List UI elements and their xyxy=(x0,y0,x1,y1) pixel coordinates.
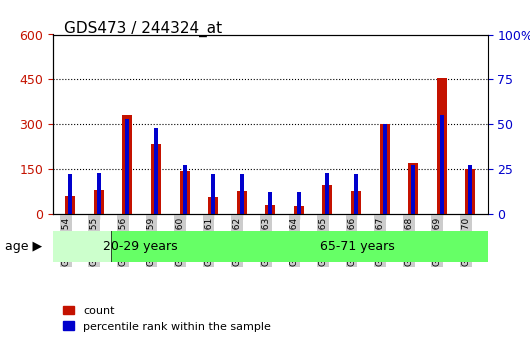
Bar xyxy=(208,197,218,214)
Bar xyxy=(379,124,390,214)
Bar xyxy=(437,78,447,214)
Text: 20-29 years: 20-29 years xyxy=(103,240,177,253)
Text: GSM10367: GSM10367 xyxy=(376,217,385,266)
Bar xyxy=(351,191,361,214)
Bar xyxy=(154,128,158,214)
Bar xyxy=(297,193,301,214)
Bar xyxy=(325,172,330,214)
Text: GSM10360: GSM10360 xyxy=(175,217,184,266)
Text: GSM10365: GSM10365 xyxy=(319,217,328,266)
Text: GDS473 / 244324_at: GDS473 / 244324_at xyxy=(64,21,222,37)
Legend: count, percentile rank within the sample: count, percentile rank within the sample xyxy=(58,301,275,336)
FancyBboxPatch shape xyxy=(111,222,530,272)
Bar xyxy=(240,175,244,214)
Bar xyxy=(182,166,187,214)
Bar xyxy=(211,175,215,214)
Bar xyxy=(237,191,246,214)
Text: GSM10354: GSM10354 xyxy=(61,217,70,266)
Bar xyxy=(65,196,75,214)
Bar xyxy=(266,205,275,214)
Bar xyxy=(354,175,358,214)
Bar xyxy=(68,175,72,214)
Text: GSM10368: GSM10368 xyxy=(404,217,413,266)
Bar xyxy=(268,193,272,214)
Bar xyxy=(383,124,387,214)
Bar xyxy=(122,115,132,214)
Text: GSM10363: GSM10363 xyxy=(261,217,270,266)
Text: GSM10361: GSM10361 xyxy=(204,217,213,266)
Bar xyxy=(440,115,444,214)
Bar xyxy=(322,186,332,214)
Text: age ▶: age ▶ xyxy=(5,240,42,253)
Bar xyxy=(180,170,190,214)
Text: GSM10369: GSM10369 xyxy=(433,217,442,266)
Text: GSM10364: GSM10364 xyxy=(290,217,299,266)
Bar xyxy=(94,190,104,214)
Bar xyxy=(125,119,129,214)
Bar xyxy=(469,166,472,214)
Text: 65-71 years: 65-71 years xyxy=(320,240,395,253)
Bar xyxy=(151,144,161,214)
Text: GSM10366: GSM10366 xyxy=(347,217,356,266)
Bar xyxy=(465,169,475,214)
Bar xyxy=(294,206,304,214)
Text: GSM10370: GSM10370 xyxy=(462,217,471,266)
Text: GSM10362: GSM10362 xyxy=(233,217,242,266)
Bar xyxy=(97,172,101,214)
Text: GSM10356: GSM10356 xyxy=(118,217,127,266)
FancyBboxPatch shape xyxy=(0,222,372,272)
Text: GSM10355: GSM10355 xyxy=(90,217,99,266)
Bar xyxy=(411,166,416,214)
Bar xyxy=(408,163,418,214)
Text: GSM10359: GSM10359 xyxy=(147,217,156,266)
